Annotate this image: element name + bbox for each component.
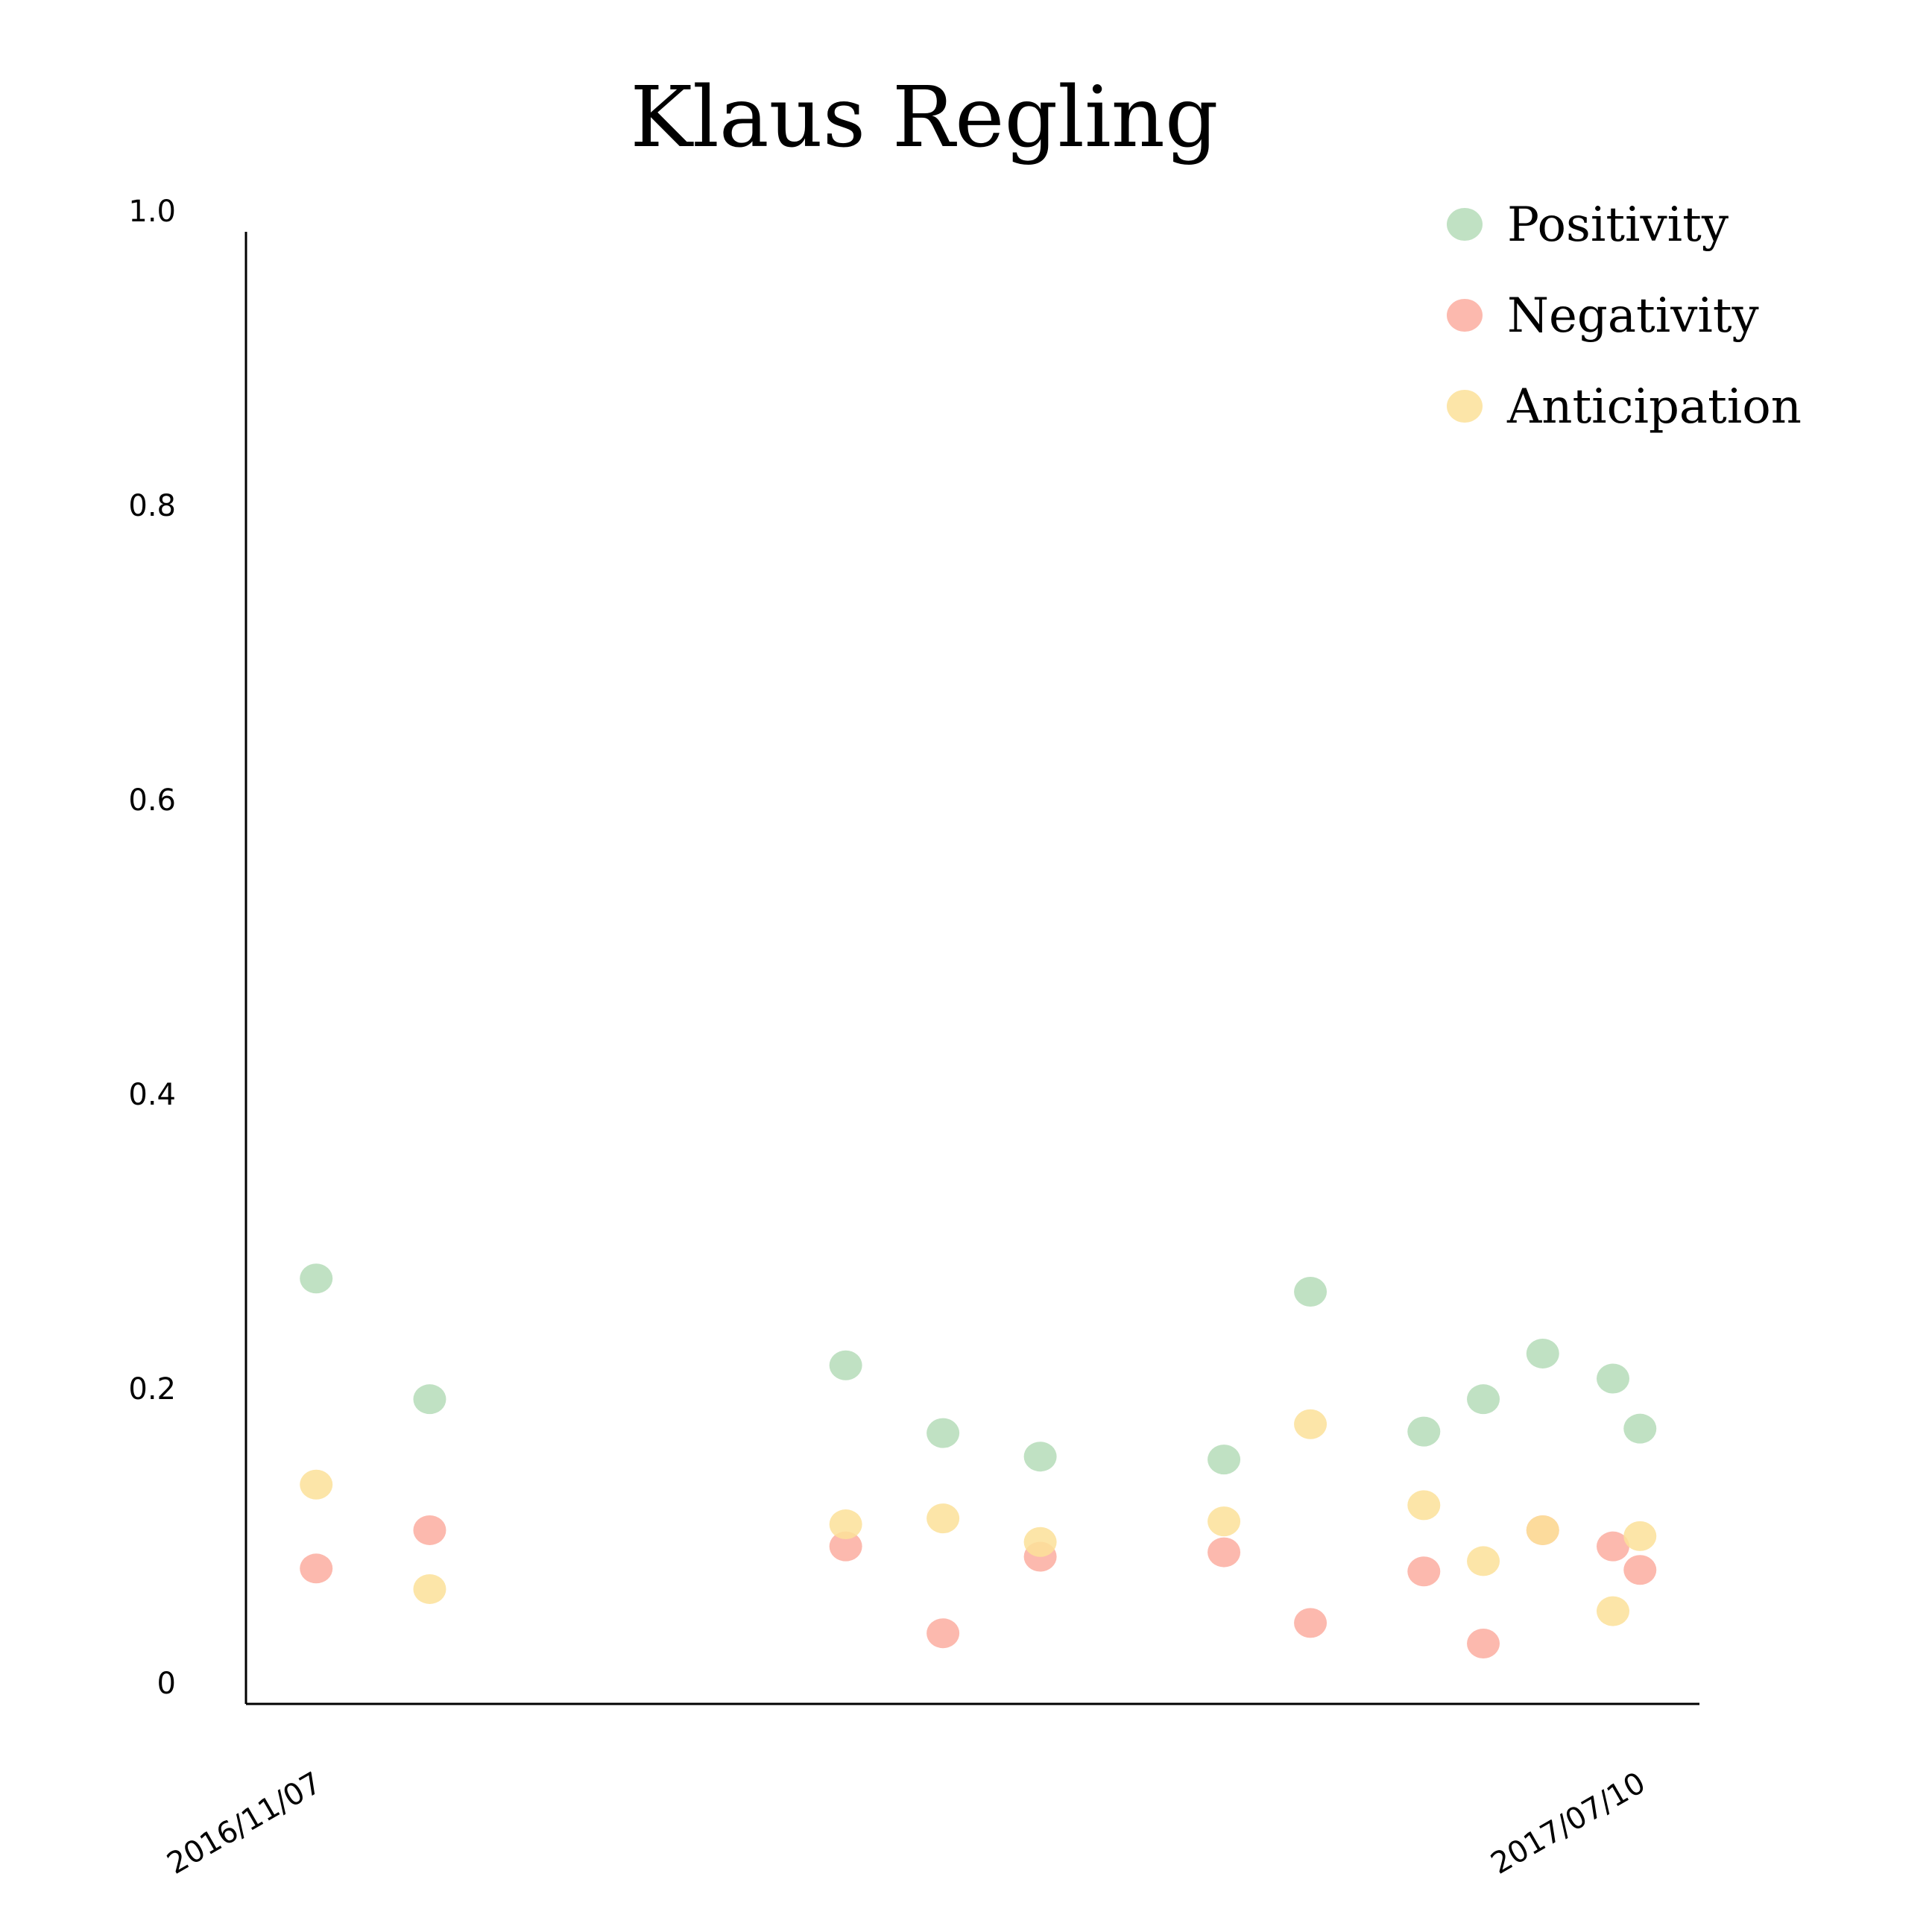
y-tick-label: 0.6 (128, 783, 176, 818)
data-point (1526, 1515, 1559, 1545)
data-point (926, 1418, 960, 1448)
data-point (1597, 1531, 1630, 1562)
data-point (1467, 1546, 1500, 1576)
data-point (1023, 1527, 1057, 1557)
legend-label: Positivity (1507, 198, 1729, 253)
y-tick-labels: 0 0.2 0.4 0.6 0.8 1.0 (128, 195, 176, 1701)
data-point (1467, 1384, 1500, 1415)
x-tick-labels: 2016/11/07 2017/07/10 (162, 1766, 1652, 1881)
data-point (1407, 1490, 1441, 1521)
y-tick-label: 0 (157, 1667, 176, 1701)
data-point (1294, 1409, 1328, 1439)
y-tick-label: 0.2 (128, 1372, 176, 1407)
data-point (1294, 1277, 1328, 1307)
data-point (1208, 1506, 1241, 1537)
legend-marker (1447, 299, 1483, 332)
data-point (829, 1531, 862, 1562)
data-point (829, 1509, 862, 1540)
data-point (926, 1618, 960, 1649)
data-point (1294, 1608, 1328, 1638)
chart-title: Klaus Regling (630, 69, 1218, 166)
data-point (1597, 1596, 1630, 1626)
data-point (1467, 1629, 1500, 1659)
data-point (1623, 1555, 1657, 1585)
data-point (1208, 1537, 1241, 1568)
data-point (1623, 1521, 1657, 1551)
data-point (300, 1553, 333, 1584)
legend-label: Negativity (1507, 288, 1759, 344)
y-tick-label: 0.4 (128, 1078, 176, 1112)
data-points (300, 1263, 1657, 1659)
data-point (413, 1384, 446, 1415)
data-point (300, 1469, 333, 1500)
data-point (300, 1263, 333, 1294)
data-point (413, 1573, 446, 1604)
x-tick-label: 2016/11/07 (162, 1766, 328, 1881)
data-point (1623, 1413, 1657, 1444)
legend-marker (1447, 390, 1483, 423)
legend-marker (1447, 208, 1483, 241)
data-point (1407, 1556, 1441, 1587)
series-negativity (300, 1515, 1657, 1659)
x-tick-label: 2017/07/10 (1486, 1766, 1652, 1881)
series-positivity (300, 1263, 1657, 1475)
data-point (1023, 1442, 1057, 1472)
data-point (1208, 1445, 1241, 1475)
data-point (926, 1503, 960, 1534)
data-point (829, 1350, 862, 1380)
legend-label: Anticipation (1506, 379, 1802, 435)
data-point (1597, 1363, 1630, 1394)
series-anticipation (300, 1409, 1657, 1626)
data-point (1407, 1416, 1441, 1447)
data-point (413, 1515, 446, 1545)
y-tick-label: 1.0 (128, 195, 176, 229)
data-point (1526, 1338, 1559, 1368)
legend: Positivity Negativity Anticipation (1447, 198, 1802, 435)
y-tick-label: 0.8 (128, 489, 176, 523)
